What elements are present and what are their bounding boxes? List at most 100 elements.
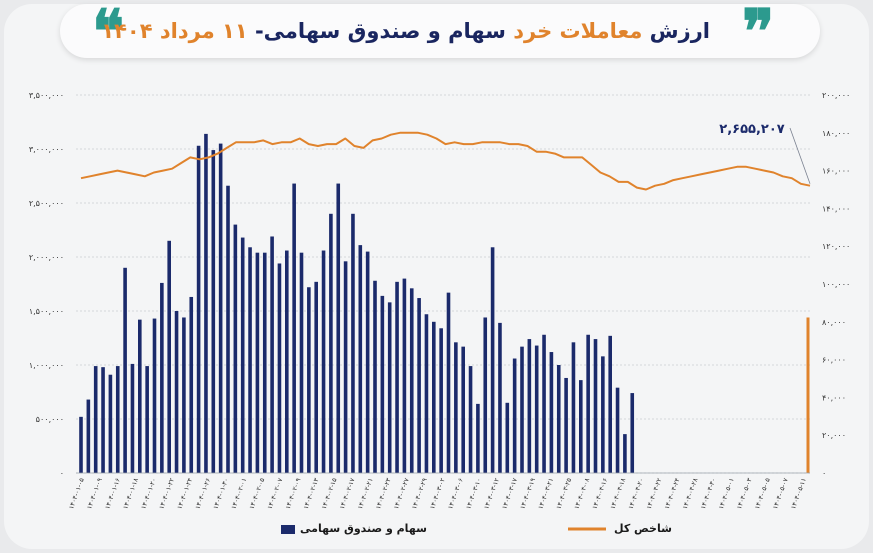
bar — [86, 399, 91, 473]
y-left-tick-label: ۱,۵۰۰,۰۰۰ — [29, 307, 64, 316]
bar — [549, 352, 554, 473]
x-tick-label: ۱۴۰۴-۰۱-۲۰ — [139, 477, 158, 510]
bar — [248, 247, 252, 473]
bar — [292, 183, 296, 473]
title-banner — [60, 4, 820, 58]
bar — [189, 296, 194, 473]
bar — [108, 374, 113, 473]
x-tick-label: ۱۴۰۴-۰۵-۱۱ — [789, 477, 808, 510]
bar — [145, 366, 149, 473]
bar — [182, 317, 186, 473]
bar — [615, 387, 620, 473]
bar — [520, 346, 524, 473]
x-tick-label: ۱۴۰۴-۰۲-۰۱ — [230, 477, 249, 510]
x-tick-label: ۱۴۰۴-۰۳-۲۱ — [537, 477, 556, 510]
bar — [542, 334, 546, 473]
y-right-tick-label: ۲۰,۰۰۰ — [822, 431, 846, 440]
close-quote-icon: ❝ — [92, 0, 125, 67]
bar — [579, 380, 583, 473]
x-tick-label: ۱۴۰۴-۰۱-۱۶ — [103, 477, 122, 510]
x-tick-label: ۱۴۰۴-۰۲-۲۳ — [374, 476, 393, 510]
open-quote-icon: ❞ — [742, 0, 775, 67]
x-tick-label: ۱۴۰۴-۰۴-۲۲ — [645, 476, 664, 510]
bar — [571, 342, 576, 473]
x-tick-label: ۱۴۰۴-۰۲-۲۱ — [356, 477, 375, 510]
x-tick-label: ۱۴۰۴-۰۴-۰۸ — [573, 476, 592, 510]
bar — [505, 402, 510, 473]
bar — [623, 434, 627, 473]
y-right-tick-label: ۱۰۰,۰۰۰ — [822, 280, 850, 289]
bar — [240, 237, 245, 473]
bar — [556, 365, 561, 473]
x-tick-label: ۱۴۰۴-۰۱-۱۸ — [121, 476, 140, 510]
title-highlight-trade: معاملات خرد — [513, 19, 643, 43]
bar — [255, 252, 260, 473]
annotation-leader — [789, 127, 811, 184]
y-right-tick-label: ۸۰,۰۰۰ — [822, 318, 846, 327]
y-left-tick-label: ۲,۵۰۰,۰۰۰ — [29, 199, 64, 208]
bar — [329, 213, 333, 474]
y-right-tick-label: ۰ — [822, 469, 826, 478]
x-tick-label: ۱۴۰۴-۰۱-۰۵ — [67, 476, 86, 510]
bar — [270, 236, 274, 473]
bar — [204, 133, 208, 473]
bar — [461, 346, 465, 473]
x-tick-label: ۱۴۰۴-۰۱-۲۶ — [194, 477, 213, 510]
bar — [476, 403, 480, 473]
bar — [424, 314, 429, 473]
bar — [211, 150, 216, 473]
x-tick-label: ۱۴۰۴-۰۴-۳۰ — [699, 477, 718, 510]
bar — [593, 339, 598, 473]
bar — [468, 366, 473, 473]
bar — [351, 213, 355, 474]
x-tick-label: ۱۴۰۴-۰۲-۱۵ — [320, 476, 339, 510]
bar — [130, 363, 135, 473]
bar — [277, 263, 282, 473]
x-tick-label: ۱۴۰۴-۰۳-۰۲ — [428, 476, 447, 510]
bar — [402, 278, 407, 473]
x-tick-label: ۱۴۰۴-۰۲-۰۷ — [266, 476, 285, 510]
index-line — [80, 131, 811, 191]
x-tick-label: ۱۴۰۴-۰۳-۱۹ — [518, 476, 537, 510]
title-prefix: ارزش — [642, 19, 710, 43]
x-tick-label: ۱۴۰۴-۰۲-۰۵ — [248, 476, 267, 510]
bar — [608, 335, 612, 473]
x-tick-label: ۱۴۰۴-۰۴-۲۴ — [663, 476, 682, 510]
bar — [454, 342, 458, 473]
x-tick-label: ۱۴۰۴-۰۴-۱۸ — [609, 476, 628, 510]
x-tick-label: ۱۴۰۴-۰۱-۰۹ — [85, 476, 104, 510]
chart-title: ارزش معاملات خرد سهام و صندوق سهامی- ۱۱ … — [101, 14, 710, 48]
bar — [365, 251, 370, 473]
bar — [262, 252, 267, 473]
bar — [307, 287, 311, 473]
y-left-tick-label: ۲,۰۰۰,۰۰۰ — [29, 253, 64, 262]
bar — [160, 282, 164, 473]
bar — [483, 317, 488, 473]
bar — [564, 377, 568, 473]
x-tick-label: ۱۴۰۴-۰۳-۲۵ — [555, 476, 574, 510]
bar — [196, 145, 201, 473]
y-right-tick-label: ۱۲۰,۰۰۰ — [822, 242, 850, 251]
x-tick-label: ۱۴۰۴-۰۳-۱۲ — [482, 476, 501, 510]
y-right-tick-label: ۱۸۰,۰۰۰ — [822, 129, 850, 138]
title-date: ۱۱ مرداد ۱۴۰۴ — [101, 19, 248, 43]
legend-bar-swatch — [281, 525, 295, 534]
bar-last — [806, 317, 810, 473]
x-tick-label: ۱۴۰۴-۰۵-۰۷ — [771, 476, 790, 510]
y-left-tick-label: ۵۰۰,۰۰۰ — [36, 415, 64, 424]
bar — [490, 247, 495, 473]
bar — [417, 298, 421, 473]
bar — [314, 281, 318, 473]
bar — [446, 292, 451, 473]
bar — [167, 240, 171, 473]
bar — [358, 245, 363, 473]
bar — [380, 295, 385, 473]
bar — [101, 367, 105, 473]
bar — [498, 322, 502, 473]
bar — [79, 416, 83, 473]
y-right-tick-label: ۱۶۰,۰۰۰ — [822, 167, 850, 176]
y-right-tick-label: ۴۰,۰۰۰ — [822, 393, 846, 402]
bar — [534, 345, 539, 473]
x-tick-label: ۱۴۰۴-۰۱-۳۰ — [212, 477, 231, 510]
